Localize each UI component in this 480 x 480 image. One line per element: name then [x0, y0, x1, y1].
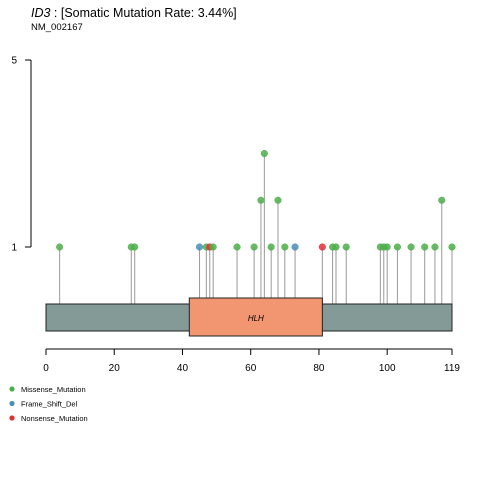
mutation-point [56, 243, 64, 251]
legend-marker [9, 386, 15, 392]
domain-label: HLH [248, 314, 264, 323]
mutation-rate-text: : [Somatic Mutation Rate: 3.44%] [50, 6, 237, 20]
legend-marker [9, 400, 15, 407]
mutation-point [209, 243, 217, 251]
mutation-point [421, 243, 429, 251]
mutation-point [318, 243, 326, 251]
mutation-point [448, 243, 456, 251]
x-tick-label: 119 [444, 363, 460, 374]
transcript-id: NM_002167 [31, 22, 83, 33]
domain-box [188, 297, 323, 337]
chart-title: ID3 : [Somatic Mutation Rate: 3.44%] [31, 6, 237, 20]
legend: Missense_Mutation Frame_Shift_Del Nonsense… [9, 385, 88, 423]
mutation-point [431, 243, 439, 251]
x-tick-label: 20 [109, 363, 121, 374]
mutation-point [393, 243, 401, 251]
x-tick-label: 100 [379, 363, 396, 374]
legend-label: Missense_Mutation [21, 385, 86, 394]
mutation-point [257, 196, 265, 204]
y-tick-label: 1 [11, 243, 17, 254]
protein-track: HLH [45, 297, 453, 337]
gene-name: ID3 [31, 6, 51, 20]
mutation-point [342, 243, 350, 251]
lollipop-stems [59, 153, 453, 304]
x-tick-label: 60 [245, 363, 257, 374]
mutation-point [267, 243, 275, 251]
mutation-point [274, 196, 282, 204]
mutation-point [438, 196, 446, 204]
legend-label: Frame_Shift_Del [21, 399, 78, 408]
mutation-point [291, 243, 299, 251]
mutation-point [332, 243, 340, 251]
y-axis: 15 [11, 56, 32, 254]
mutation-point [131, 243, 139, 251]
x-tick-label: 40 [177, 363, 189, 374]
mutation-point [233, 243, 241, 251]
mutation-point [281, 243, 289, 251]
legend-label: Nonsense_Mutation [21, 414, 88, 423]
x-tick-label: 80 [313, 363, 325, 374]
mutation-point [383, 243, 391, 251]
mutation-point [260, 149, 268, 158]
mutation-point [250, 243, 258, 251]
mutation-point [407, 243, 415, 251]
lollipop-heads [56, 149, 456, 251]
x-tick-label: 0 [43, 363, 49, 374]
y-tick-label: 5 [11, 56, 17, 67]
x-axis: 0 20 40 60 80 100 119 [43, 348, 460, 374]
legend-marker [9, 415, 15, 421]
mutation-point [195, 243, 204, 251]
